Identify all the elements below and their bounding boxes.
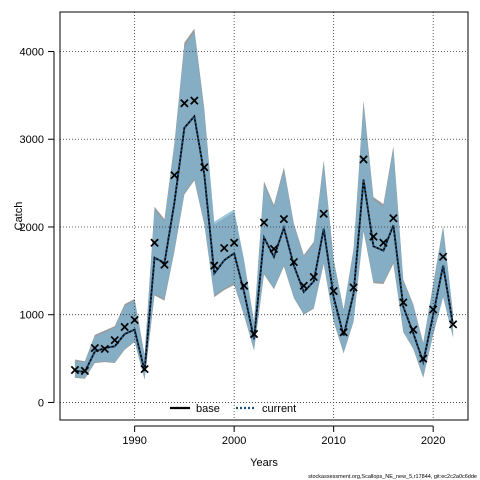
observed-point	[239, 281, 249, 290]
y-tick-label: 1000	[20, 310, 44, 322]
observed-point	[80, 366, 90, 376]
footer-annotation: stockassessment.org,Scallops_NE_new_5,r1…	[308, 474, 477, 480]
x-tick-label: 2020	[421, 435, 445, 447]
x-tick-label: 2010	[321, 435, 345, 447]
legend-label-base: base	[196, 403, 220, 415]
y-tick-label: 0	[38, 397, 44, 409]
observed-point	[70, 365, 80, 375]
y-axis: 0 1000 2000 3000 4000	[20, 46, 55, 409]
observed-point	[419, 354, 428, 363]
observed-point	[110, 335, 119, 345]
observed-point	[428, 305, 438, 314]
observed-point	[319, 209, 328, 219]
observed-point	[389, 213, 398, 223]
ribbon-area-current	[74, 32, 454, 379]
y-tick-label: 2000	[20, 222, 44, 234]
grid-lines	[60, 12, 468, 420]
x-axis: 1990 2000 2010 2020	[122, 425, 445, 447]
observed-point	[180, 99, 189, 108]
legend-label-current: current	[262, 403, 296, 415]
observed-point	[140, 364, 149, 374]
observed-point	[120, 322, 129, 332]
observed-point	[279, 214, 289, 224]
observed-point	[259, 218, 269, 227]
x-axis-title: Years	[250, 457, 278, 469]
observed-point	[269, 244, 279, 254]
x-tick-label: 2000	[222, 435, 246, 447]
observed-point	[379, 238, 388, 247]
observed-point	[349, 283, 358, 292]
observed-point	[438, 252, 448, 262]
observed-point	[359, 155, 368, 164]
observed-point	[219, 243, 229, 253]
observed-points	[70, 96, 458, 376]
plot-frame	[59, 11, 469, 421]
observed-point	[329, 286, 338, 296]
observed-point	[399, 298, 408, 307]
observed-point	[190, 96, 199, 105]
observed-point	[409, 325, 418, 334]
observed-point	[200, 163, 209, 172]
observed-point	[210, 261, 219, 270]
x-tick-label: 1990	[122, 435, 146, 447]
observed-point	[160, 260, 169, 269]
y-tick-label: 4000	[20, 46, 44, 58]
series-line-current	[74, 114, 454, 373]
y-axis-title: Catch	[13, 202, 25, 231]
observed-point	[170, 170, 179, 180]
observed-point	[90, 343, 100, 353]
observed-point	[249, 329, 259, 339]
y-tick-label: 3000	[20, 134, 44, 146]
observed-point	[448, 320, 458, 329]
observed-point	[229, 238, 239, 247]
observed-point	[150, 238, 159, 247]
ribbon-current	[74, 32, 454, 379]
observed-point	[299, 281, 309, 290]
series-current	[74, 114, 454, 373]
observed-point	[369, 232, 378, 241]
legend: base current	[170, 403, 296, 415]
observed-point	[289, 257, 299, 267]
observed-point	[100, 344, 109, 354]
observed-point	[130, 315, 139, 325]
observed-point	[309, 272, 318, 282]
observed-point	[339, 328, 348, 337]
